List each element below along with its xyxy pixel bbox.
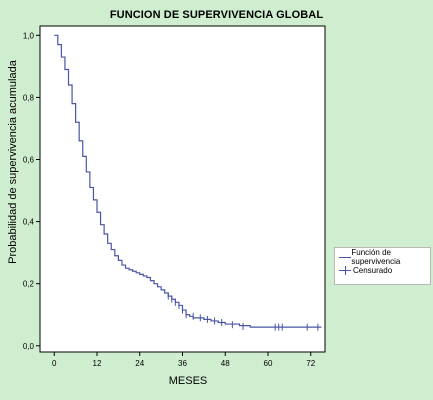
legend-item-censored: Censurado [339, 264, 392, 276]
x-tick-label: 24 [135, 359, 144, 368]
x-tick-label: 12 [93, 359, 102, 368]
y-tick-label: 0,0 [23, 342, 35, 351]
legend-label: Censurado [353, 265, 393, 275]
y-tick-label: 1,0 [23, 31, 35, 40]
plot-area [39, 25, 326, 353]
survival-curve-line [54, 34, 322, 328]
y-axis-label: Probabilidad de supervivencia acumulada [7, 60, 19, 264]
y-tick-label: 0,6 [23, 156, 35, 165]
x-tick-label: 48 [221, 359, 230, 368]
y-tick-label: 0,4 [23, 218, 35, 227]
legend-item-survival: Función de supervivencia [339, 248, 430, 266]
chart-title: FUNCION DE SUPERVIVENCIA GLOBAL [109, 9, 324, 21]
x-tick-label: 0 [52, 359, 57, 368]
legend: Función de supervivencia Censurado [334, 247, 431, 285]
legend-label: Función de supervivencia [351, 248, 401, 266]
x-axis-label: MESES [168, 375, 208, 387]
y-tick-label: 0,8 [23, 93, 35, 102]
legend-swatch-line-icon [339, 252, 351, 262]
y-tick-label: 0,2 [23, 280, 35, 289]
x-tick-label: 36 [178, 359, 187, 368]
legend-swatch-censor-icon [339, 265, 351, 275]
x-tick-label: 60 [264, 359, 273, 368]
x-tick-label: 72 [306, 359, 315, 368]
